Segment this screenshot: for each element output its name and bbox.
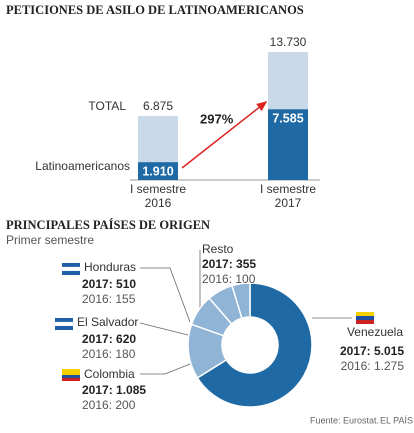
subtitle: Primer semestre bbox=[6, 233, 94, 247]
chart-title: PETICIONES DE ASILO DE LATINOAMERICANOS bbox=[6, 3, 304, 17]
x-tick-label: I semestre 2017 bbox=[259, 182, 316, 210]
category-label: El Salvador bbox=[77, 315, 138, 329]
value-label: 2016: 155 bbox=[82, 292, 136, 306]
value-label: 2017: 1.085 bbox=[82, 383, 146, 397]
leader-lines bbox=[139, 250, 352, 375]
value-label: 13.730 bbox=[270, 35, 307, 49]
bar bbox=[268, 109, 308, 180]
value-label: 2017: 510 bbox=[82, 277, 136, 291]
value-label: 2016: 1.275 bbox=[341, 359, 405, 373]
donut-slice bbox=[196, 282, 313, 408]
category-label: Venezuela bbox=[347, 325, 403, 339]
x-tick-label: I semestre 2016 bbox=[129, 182, 186, 210]
value-label: 2016: 200 bbox=[82, 398, 136, 412]
bar bbox=[138, 162, 178, 180]
donut-slice bbox=[231, 282, 251, 320]
value-label: 1.910 bbox=[142, 164, 173, 178]
value-label: 7.585 bbox=[272, 112, 303, 126]
category-label: Colombia bbox=[84, 367, 135, 381]
value-label: 2016: 180 bbox=[82, 347, 136, 361]
category-label: Honduras bbox=[84, 260, 136, 274]
value-label: 6.875 bbox=[143, 99, 173, 113]
value-label: 2017: 620 bbox=[82, 332, 136, 346]
value-label: 2017: 355 bbox=[202, 257, 256, 271]
source: Fuente: Eurostat. bbox=[310, 415, 379, 425]
chart-title: PRINCIPALES PAÍSES DE ORIGEN bbox=[6, 218, 210, 232]
legend-label: Latinoamericanos bbox=[35, 159, 130, 173]
flags bbox=[54, 263, 374, 381]
category-label: Resto bbox=[202, 242, 234, 256]
legend-label: TOTAL bbox=[88, 99, 126, 113]
value-label: 2017: 5.015 bbox=[340, 344, 404, 358]
annotation: 297% bbox=[200, 111, 234, 126]
value-label: 2016: 100 bbox=[202, 272, 256, 286]
arrow bbox=[181, 101, 268, 169]
brand: EL PAÍS bbox=[380, 415, 413, 425]
